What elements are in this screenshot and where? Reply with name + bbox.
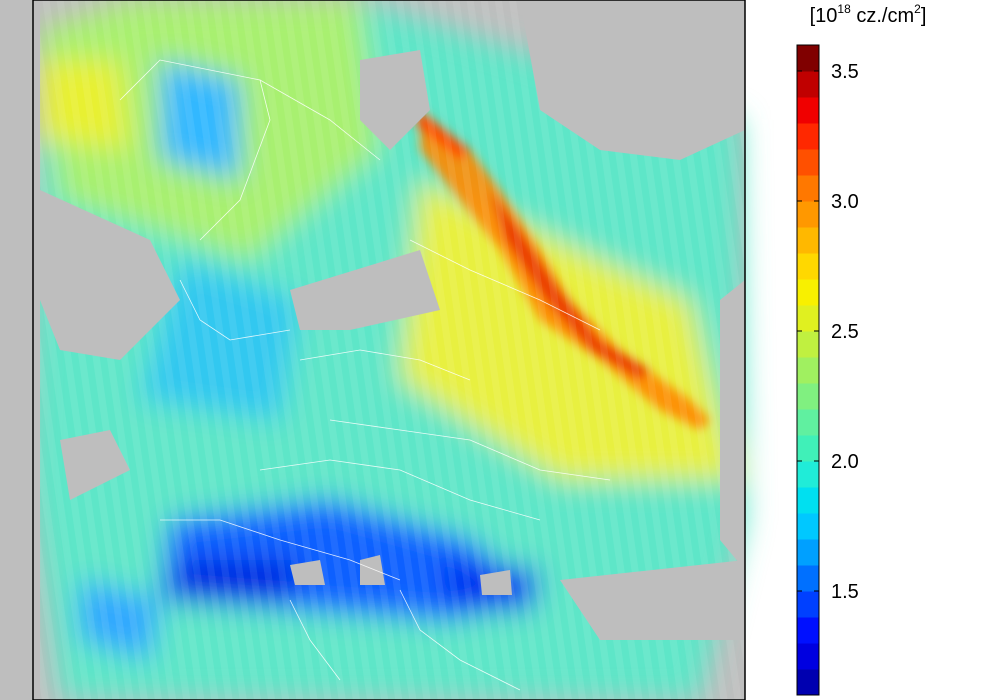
colorbar-segment xyxy=(797,227,819,254)
colorbar-segment xyxy=(797,617,819,644)
colorbar-segment xyxy=(797,513,819,540)
unit-part: 18 xyxy=(837,2,851,16)
colorbar-segment xyxy=(797,331,819,358)
unit-part: 2 xyxy=(914,2,921,16)
colorbar-tick-label: 3.0 xyxy=(831,191,859,213)
colorbar-segment xyxy=(797,305,819,332)
colorbar-segment xyxy=(797,175,819,202)
colorbar-segment xyxy=(797,409,819,436)
colorbar-segment xyxy=(797,279,819,306)
colorbar-segment xyxy=(797,591,819,618)
colorbar-segment xyxy=(797,201,819,228)
colorbar-segment xyxy=(797,253,819,280)
map-frame xyxy=(32,0,746,700)
colorbar-segment xyxy=(797,149,819,176)
colorbar-segment xyxy=(797,669,819,696)
unit-part: cz./cm xyxy=(851,5,914,27)
colorbar-tick-label: 3.5 xyxy=(831,61,859,83)
unit-part: [10 xyxy=(810,5,838,27)
colorbar-segment xyxy=(797,97,819,124)
colorbar: 1.5 2.0 2.5 3.0 3.5 xyxy=(796,44,859,696)
colorbar-segment xyxy=(797,539,819,566)
colorbar-unit: [1018 cz./cm2] xyxy=(810,2,927,27)
map xyxy=(0,0,746,700)
colorbar-segment xyxy=(797,643,819,670)
colorbar-segment xyxy=(797,45,819,72)
unit-part: ] xyxy=(921,5,927,27)
colorbar-segment xyxy=(797,487,819,514)
colorbar-segment xyxy=(797,123,819,150)
colorbar-segment xyxy=(797,357,819,384)
colorbar-segment xyxy=(797,383,819,410)
colorbar-tick-label: 2.0 xyxy=(831,451,859,473)
borders xyxy=(119,59,611,691)
colorbar-frame xyxy=(796,44,820,696)
colorbar-segment xyxy=(797,461,819,488)
colorbar-segment xyxy=(797,565,819,592)
colorbar-tick-label: 2.5 xyxy=(831,321,859,343)
colorbar-tick-label: 1.5 xyxy=(831,581,859,603)
land-mask xyxy=(0,0,745,700)
colorbar-segment xyxy=(797,71,819,98)
colorbar-segment xyxy=(797,435,819,462)
